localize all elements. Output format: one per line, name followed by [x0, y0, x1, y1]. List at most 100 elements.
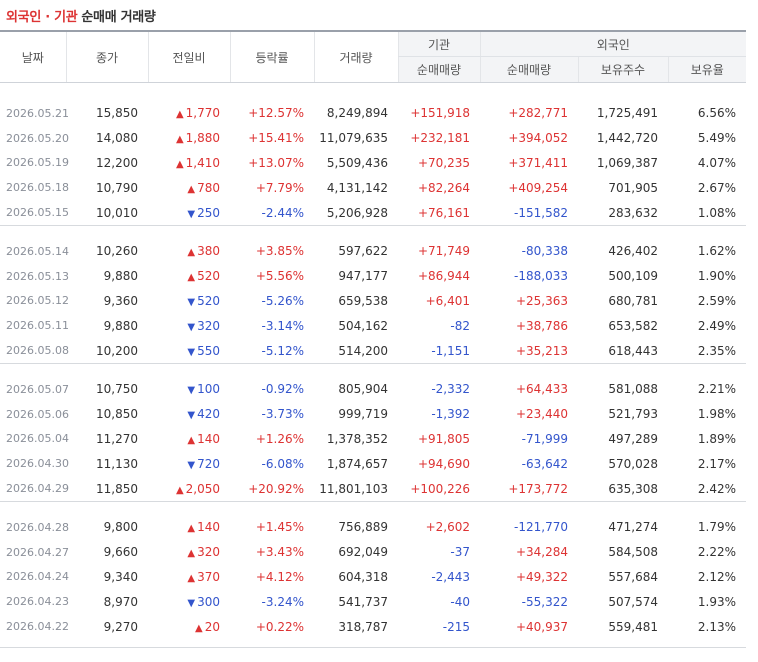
- cell-rate: -3.73%: [261, 407, 304, 422]
- table-header: 날짜 종가 전일비 등락률 거래량 기관 외국인 순매매량 순매매량 보유주수 …: [0, 30, 746, 83]
- cell-change: ▼ 320: [148, 313, 230, 338]
- table-body: 2026.05.21 15,850 ▲ 1,770 +12.57% 8,249,894 +1…: [0, 83, 746, 648]
- cell-foreign-net: +34,284: [515, 545, 568, 560]
- table-row: 2026.04.30 11,130 ▼ 720 -6.08% 1,874,657 +94,6…: [0, 451, 746, 476]
- cell-rate: -3.24%: [261, 594, 304, 609]
- cell-volume: 5,206,928: [326, 205, 388, 220]
- cell-close: 10,850: [96, 407, 138, 422]
- cell-rate: -5.12%: [261, 343, 304, 358]
- cell-rate: +1.45%: [255, 520, 304, 535]
- cell-rate: +20.92%: [248, 481, 304, 496]
- cell-foreign-ratio: 1.98%: [697, 407, 736, 422]
- cell-close: 9,880: [103, 269, 138, 284]
- cell-foreign-ratio: 5.49%: [697, 131, 736, 146]
- cell-volume: 514,200: [338, 343, 388, 358]
- cell-institution-net: +2,602: [425, 520, 470, 535]
- cell-volume: 11,079,635: [319, 131, 388, 146]
- cell-volume: 604,318: [338, 569, 388, 584]
- cell-foreign-holdings: 618,443: [608, 343, 658, 358]
- title-rest: 순매매 거래량: [81, 9, 156, 25]
- cell-institution-net: -37: [450, 545, 470, 560]
- cell-volume: 11,801,103: [319, 481, 388, 496]
- cell-close: 9,660: [103, 545, 138, 560]
- cell-change: ▼ 720: [148, 451, 230, 476]
- cell-foreign-net: +64,433: [515, 382, 568, 397]
- table-row: 2026.04.29 11,850 ▲ 2,050 +20.92% 11,801,103 +…: [0, 476, 746, 501]
- cell-change-value: 520: [197, 269, 220, 284]
- cell-rate: +3.43%: [255, 545, 304, 560]
- cell-close: 9,360: [103, 293, 138, 308]
- cell-foreign-ratio: 1.62%: [697, 244, 736, 259]
- triangle-up-icon: ▲: [175, 158, 184, 170]
- cell-foreign-net: +409,254: [508, 180, 568, 195]
- cell-foreign-net: -71,999: [521, 431, 568, 446]
- triangle-up-icon: ▲: [175, 134, 184, 146]
- cell-rate: +5.56%: [255, 269, 304, 284]
- cell-foreign-ratio: 2.13%: [697, 619, 736, 634]
- triangle-up-icon: ▲: [187, 523, 196, 535]
- cell-change-value: 140: [197, 431, 220, 446]
- cell-foreign-holdings: 283,632: [608, 205, 658, 220]
- cell-volume: 1,874,657: [326, 456, 388, 471]
- cell-date: 2026.05.14: [6, 244, 69, 258]
- cell-close: 15,850: [96, 106, 138, 121]
- table-row: 2026.05.07 10,750 ▼ 100 -0.92% 805,904 -2,332 +…: [0, 377, 746, 402]
- cell-foreign-holdings: 1,069,387: [596, 155, 658, 170]
- cell-volume: 999,719: [338, 407, 388, 422]
- triangle-up-icon: ▲: [187, 548, 196, 560]
- table-row: 2026.05.11 9,880 ▼ 320 -3.14% 504,162 -82 +38,7…: [0, 313, 746, 338]
- cell-institution-net: -2,332: [431, 382, 470, 397]
- cell-foreign-ratio: 6.56%: [697, 106, 736, 121]
- cell-close: 11,270: [96, 431, 138, 446]
- cell-institution-net: +82,264: [417, 180, 470, 195]
- cell-volume: 659,538: [338, 293, 388, 308]
- cell-date: 2026.04.22: [6, 620, 69, 634]
- cell-change: ▲ 1,880: [148, 126, 230, 151]
- table-row: 2026.05.08 10,200 ▼ 550 -5.12% 514,200 -1,151 +…: [0, 338, 746, 363]
- cell-change: ▲ 380: [148, 239, 230, 264]
- cell-close: 9,800: [103, 520, 138, 535]
- cell-change-value: 1,410: [185, 155, 220, 170]
- cell-foreign-ratio: 2.21%: [697, 382, 736, 397]
- cell-change: ▲ 320: [148, 540, 230, 565]
- cell-date: 2026.05.07: [6, 382, 69, 396]
- cell-foreign-net: -151,582: [514, 205, 568, 220]
- cell-foreign-ratio: 2.49%: [697, 318, 736, 333]
- cell-foreign-holdings: 653,582: [608, 318, 658, 333]
- cell-date: 2026.04.27: [6, 545, 69, 559]
- group-divider: [0, 501, 746, 503]
- table-row: 2026.04.22 9,270 ▲ 20 +0.22% 318,787 -215 +40,9…: [0, 614, 746, 639]
- trading-table: 날짜 종가 전일비 등락률 거래량 기관 외국인 순매매량 순매매량 보유주수 …: [0, 30, 746, 648]
- cell-foreign-holdings: 500,109: [608, 269, 658, 284]
- cell-foreign-net: +282,771: [508, 106, 568, 121]
- cell-change: ▼ 300: [148, 589, 230, 614]
- cell-foreign-holdings: 1,725,491: [596, 106, 658, 121]
- header-rate: 등락률: [229, 30, 314, 83]
- cell-close: 10,010: [96, 205, 138, 220]
- cell-foreign-holdings: 701,905: [608, 180, 658, 195]
- cell-close: 10,790: [96, 180, 138, 195]
- cell-change-value: 550: [197, 343, 220, 358]
- header-institution-group: 기관: [397, 30, 480, 57]
- cell-close: 9,880: [103, 318, 138, 333]
- cell-foreign-ratio: 1.90%: [697, 269, 736, 284]
- cell-foreign-ratio: 2.17%: [697, 456, 736, 471]
- cell-foreign-holdings: 635,308: [608, 481, 658, 496]
- cell-foreign-net: -121,770: [514, 520, 568, 535]
- cell-foreign-net: +394,052: [508, 131, 568, 146]
- cell-date: 2026.05.11: [6, 319, 69, 333]
- cell-change: ▲ 140: [148, 427, 230, 452]
- cell-close: 11,850: [96, 481, 138, 496]
- cell-institution-net: -1,392: [431, 407, 470, 422]
- cell-institution-net: +70,235: [417, 155, 470, 170]
- cell-rate: -6.08%: [261, 456, 304, 471]
- cell-change: ▲ 370: [148, 565, 230, 590]
- cell-institution-net: +86,944: [417, 269, 470, 284]
- triangle-up-icon: ▲: [195, 622, 203, 634]
- cell-rate: +7.79%: [255, 180, 304, 195]
- cell-foreign-net: +371,411: [508, 155, 568, 170]
- cell-rate: +3.85%: [255, 244, 304, 259]
- cell-foreign-ratio: 2.59%: [697, 293, 736, 308]
- cell-volume: 947,177: [338, 269, 388, 284]
- header-change: 전일비: [147, 30, 230, 83]
